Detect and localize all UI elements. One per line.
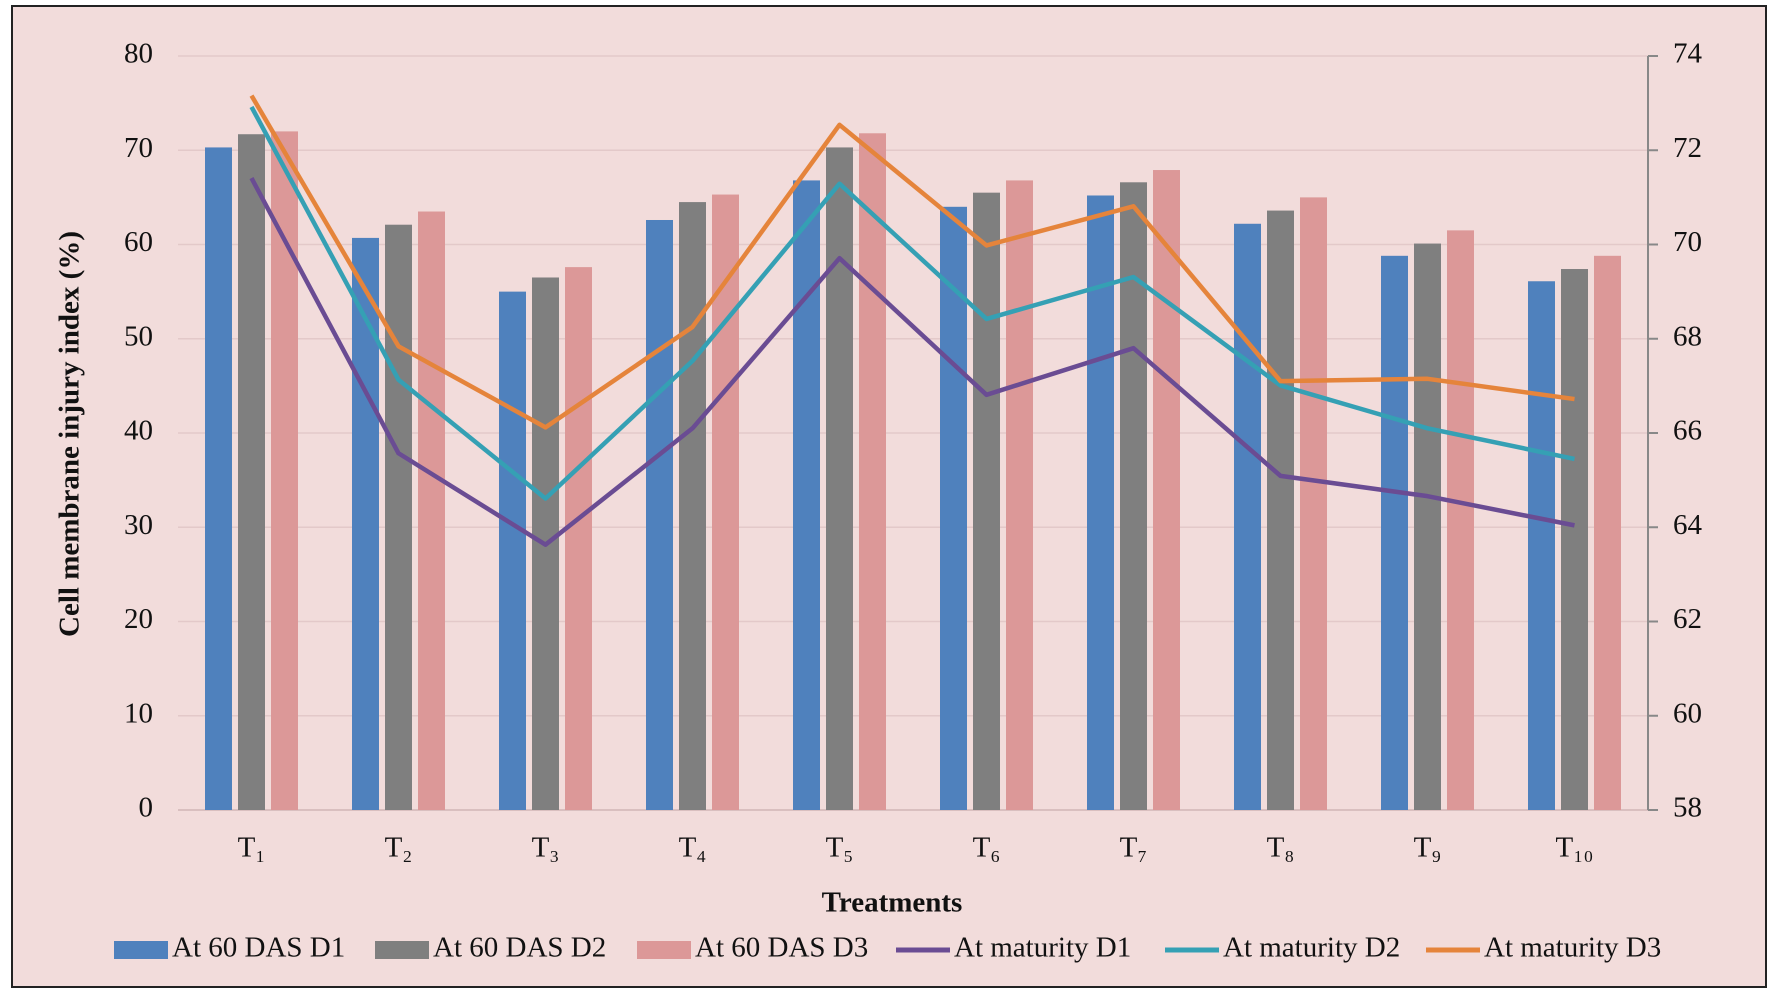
bar [1006, 180, 1033, 810]
y-axis-title: Cell membrane injury index (%) [54, 231, 86, 637]
y-tick-label: 80 [124, 38, 153, 70]
x-tick-label: T₈ [1267, 832, 1295, 864]
line [249, 94, 1575, 430]
legend-label: At maturity D2 [1223, 932, 1400, 964]
y2-tick-label: 66 [1673, 415, 1702, 447]
y-tick-label: 0 [139, 792, 154, 824]
bar [973, 192, 1000, 811]
bar [940, 206, 967, 811]
x-tick-label: T₂ [385, 832, 413, 864]
y2-tick-label: 64 [1673, 509, 1703, 541]
y-tick-label: 30 [124, 509, 153, 541]
bar [499, 291, 526, 810]
bar [238, 134, 265, 811]
y-tick-label: 40 [124, 415, 153, 447]
x-tick-label: T₁₀ [1556, 832, 1594, 864]
bar [565, 267, 592, 810]
legend-swatch [114, 941, 168, 959]
legend-label: At 60 DAS D3 [695, 932, 868, 964]
bar [1087, 195, 1114, 811]
bar [1267, 210, 1294, 810]
y-tick-label: 50 [124, 320, 153, 352]
legend-swatch [637, 941, 691, 959]
legend-swatch [375, 941, 429, 959]
bar [1594, 255, 1621, 810]
bar [646, 219, 673, 810]
y-tick-label: 60 [124, 226, 153, 258]
y2-tick-label: 62 [1673, 603, 1702, 635]
legend-label: At 60 DAS D2 [433, 932, 606, 964]
bar [1381, 255, 1408, 810]
line [249, 105, 1575, 501]
y2-tick-label: 74 [1673, 38, 1703, 70]
x-tick-label: T₇ [1120, 832, 1148, 864]
x-tick-label: T₆ [973, 832, 1001, 864]
x-tick-label: T₃ [532, 832, 560, 864]
bar [1447, 230, 1474, 811]
y-tick-label: 20 [124, 603, 153, 635]
x-tick-label: T₅ [826, 832, 854, 864]
bar [271, 131, 298, 810]
bar [1300, 197, 1327, 810]
x-tick-label: T₄ [679, 832, 707, 864]
x-tick-label: T₉ [1414, 832, 1442, 864]
bar [793, 180, 820, 810]
line [249, 176, 1575, 547]
x-axis-title: Treatments [822, 887, 963, 919]
bar [1234, 223, 1261, 810]
bar [859, 133, 886, 810]
legend-label: At maturity D1 [954, 932, 1131, 964]
bar [1153, 170, 1180, 811]
bar [1120, 182, 1147, 811]
y2-tick-label: 70 [1673, 226, 1702, 258]
bar [826, 147, 853, 811]
bar [385, 224, 412, 810]
bar [712, 194, 739, 811]
y2-tick-label: 68 [1673, 320, 1702, 352]
legend-label: At 60 DAS D1 [172, 932, 345, 964]
bar [1414, 243, 1441, 810]
bar [352, 237, 379, 811]
bar [205, 147, 232, 811]
x-tick-label: T₁ [238, 832, 266, 864]
y2-tick-label: 60 [1673, 697, 1702, 729]
legend-label: At maturity D3 [1484, 932, 1661, 964]
bar [679, 202, 706, 810]
y2-tick-label: 72 [1673, 132, 1702, 164]
y2-tick-label: 58 [1673, 792, 1702, 824]
bar [1528, 281, 1555, 810]
bar [1561, 269, 1588, 810]
bar [418, 211, 445, 810]
y-tick-label: 10 [124, 697, 153, 729]
y-tick-label: 70 [124, 132, 153, 164]
